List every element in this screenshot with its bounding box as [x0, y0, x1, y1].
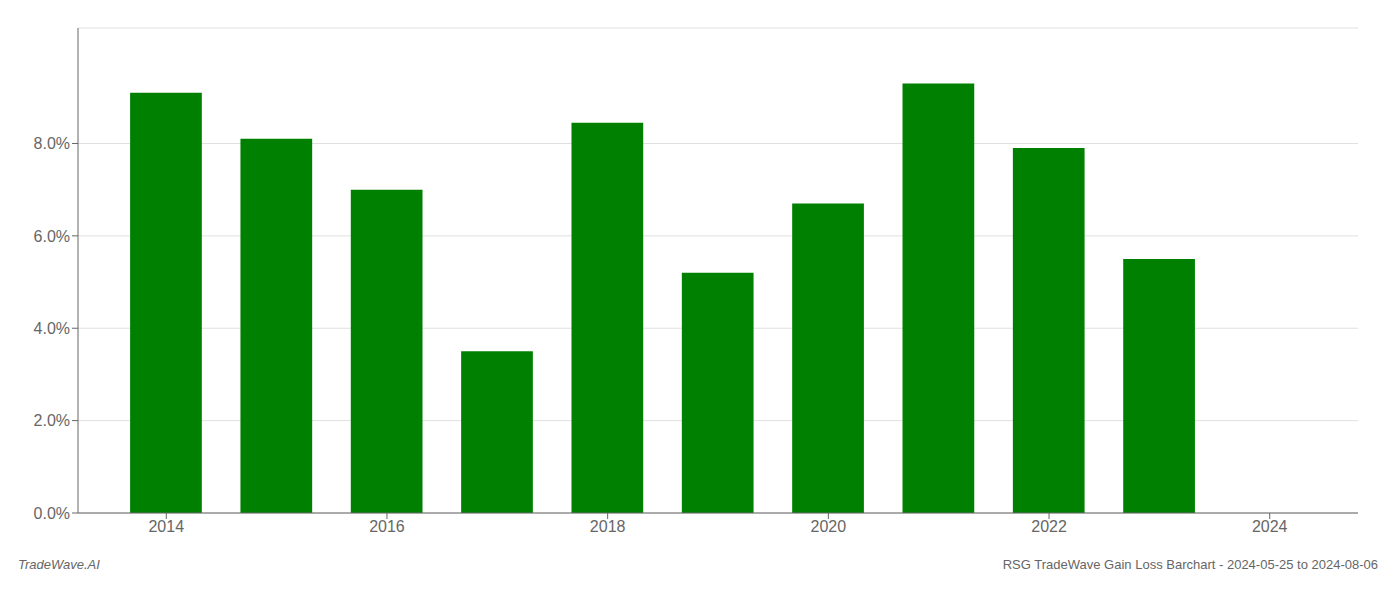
svg-text:4.0%: 4.0%	[34, 320, 70, 337]
svg-text:2022: 2022	[1031, 518, 1067, 535]
html-text:TradeWave.AI: TradeWave.AI	[18, 557, 100, 572]
svg-text:8.0%: 8.0%	[34, 135, 70, 152]
svg-text:2.0%: 2.0%	[34, 412, 70, 429]
svg-text:0.0%: 0.0%	[34, 505, 70, 522]
svg-text:2020: 2020	[811, 518, 847, 535]
svg-text:2024: 2024	[1252, 518, 1288, 535]
svg-text:2014: 2014	[148, 518, 184, 535]
svg-text:6.0%: 6.0%	[34, 228, 70, 245]
svg-text:2018: 2018	[590, 518, 626, 535]
svg-text:2016: 2016	[369, 518, 405, 535]
html-text:RSG TradeWave Gain Loss Barcha: RSG TradeWave Gain Loss Barchart - 2024-…	[1002, 557, 1378, 572]
